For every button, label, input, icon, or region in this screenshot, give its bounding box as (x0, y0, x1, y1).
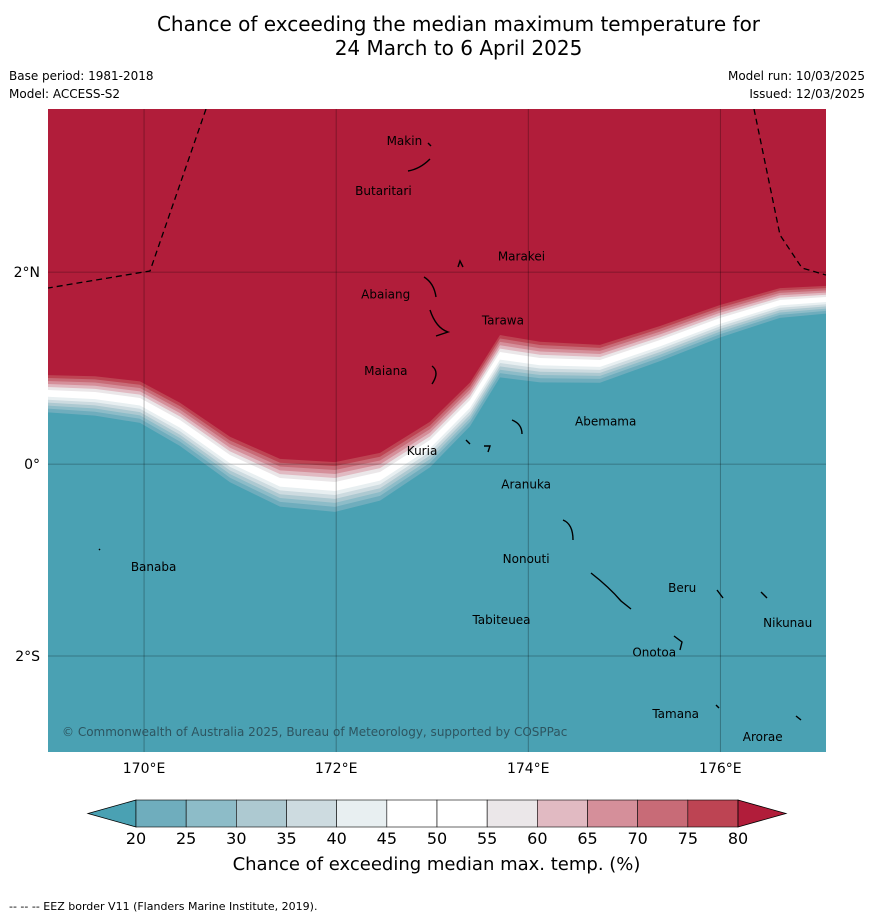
place-label-beru: Beru (668, 581, 696, 595)
lat-tick-label: 2°N (14, 265, 40, 281)
eez-legend-note: -- -- -- EEZ border V11 (Flanders Marine… (9, 900, 318, 913)
eez-border-1 (48, 109, 207, 289)
place-label-maiana: Maiana (364, 364, 407, 378)
model-run: Model run: 10/03/2025 (727, 69, 865, 83)
place-label-tamana: Tamana (651, 707, 699, 721)
place-label-arorae: Arorae (743, 730, 783, 744)
chart-title: Chance of exceeding the median maximum t… (0, 12, 873, 60)
colorbar-tick-80: 80 (727, 829, 749, 848)
title-line-1: Chance of exceeding the median maximum t… (156, 12, 761, 36)
colorbar-segment-9 (537, 799, 588, 828)
island-maiana (431, 365, 437, 385)
meta-left: Base period: 1981-2018 Model: ACCESS-S2 (9, 67, 154, 103)
colorbar-tick-25: 25 (175, 829, 197, 848)
colorbar-segment-12 (687, 799, 739, 828)
place-label-nikunau: Nikunau (763, 616, 812, 630)
place-label-abemama: Abemama (575, 415, 636, 429)
place-label-abaiang: Abaiang (361, 287, 410, 301)
colorbar-tick-45: 45 (376, 829, 398, 848)
island-tamana (715, 704, 720, 709)
title-line-2: 24 March to 6 April 2025 (334, 36, 583, 60)
place-label-tabiteuea: Tabiteuea (471, 613, 530, 627)
island-abaiang (423, 276, 437, 298)
island-onotoa (673, 635, 683, 651)
place-label-tarawa: Tarawa (481, 314, 524, 328)
island-tabiteuea (590, 572, 632, 610)
island-abemama (511, 419, 523, 435)
island-banaba (98, 548, 101, 551)
place-label-banaba: Banaba (131, 560, 177, 574)
model-name: Model: ACCESS-S2 (9, 87, 121, 101)
colorbar-label: Chance of exceeding median max. temp. (%… (232, 854, 641, 875)
island-beru (716, 589, 724, 599)
colorbar-segment-3 (236, 799, 287, 828)
probability-band-13 (48, 109, 826, 463)
island-nonouti (562, 519, 574, 541)
colorbar-tick-40: 40 (326, 829, 347, 848)
colorbar-extend-low (86, 799, 137, 828)
place-label-butaritari: Butaritari (355, 184, 412, 198)
colorbar-tick-labels: 20 25 30 35 40 45 50 55 60 65 70 75 80 (0, 829, 873, 851)
island-butaritari (407, 158, 431, 172)
colorbar-tick-30: 30 (226, 829, 247, 848)
island-arorae (795, 715, 802, 721)
place-label-aranuka: Aranuka (501, 477, 551, 491)
lon-tick-label: 172°E (315, 761, 358, 777)
island-makin (427, 142, 432, 147)
colorbar-segment-4 (286, 799, 337, 828)
island-aranuka (484, 445, 491, 453)
colorbar-segment-7 (436, 799, 488, 828)
colorbar-tick-60: 60 (527, 829, 548, 848)
colorbar-tick-65: 65 (577, 829, 598, 848)
colorbar-extend-high (737, 799, 788, 828)
colorbar-tick-35: 35 (276, 829, 297, 848)
place-label-nonouti: Nonouti (503, 552, 550, 566)
place-label-makin: Makin (387, 134, 423, 148)
lon-tick-label: 176°E (699, 761, 742, 777)
colorbar-tick-20: 20 (125, 829, 147, 848)
colorbar-tick-75: 75 (677, 829, 699, 848)
place-label-onotoa: Onotoa (632, 645, 676, 659)
colorbar-segment-8 (486, 799, 538, 828)
island-kuria (465, 439, 471, 445)
island-marakei (457, 259, 464, 268)
eez-border-2 (753, 109, 826, 276)
island-nikunau (760, 591, 768, 599)
place-label-marakei: Marakei (498, 249, 545, 263)
place-label-kuria: Kuria (407, 444, 438, 458)
issued-date: Issued: 12/03/2025 (749, 87, 865, 101)
colorbar-segment-1 (135, 799, 187, 828)
colorbar-tick-50: 50 (426, 829, 448, 848)
colorbar-segment-6 (386, 799, 438, 828)
lon-tick-label: 170°E (123, 761, 166, 777)
copyright-notice: © Commonwealth of Australia 2025, Bureau… (62, 725, 567, 739)
colorbar-tick-70: 70 (627, 829, 648, 848)
colorbar-tick-55: 55 (476, 829, 498, 848)
colorbar-segment-11 (637, 799, 689, 828)
colorbar-segment-10 (587, 799, 638, 828)
colorbar-segment-2 (185, 799, 237, 828)
lat-tick-label: 0° (24, 457, 40, 473)
lat-tick-label: 2°S (15, 649, 40, 665)
island-tarawa (429, 309, 451, 337)
map-area: Makin Butaritari Marakei Abaiang Tarawa Maian… (48, 109, 826, 752)
colorbar-segment-5 (336, 799, 388, 828)
meta-right: Model run: 10/03/2025 Issued: 12/03/2025 (728, 67, 865, 103)
base-period: Base period: 1981-2018 (9, 69, 154, 83)
lon-tick-label: 174°E (507, 761, 550, 777)
